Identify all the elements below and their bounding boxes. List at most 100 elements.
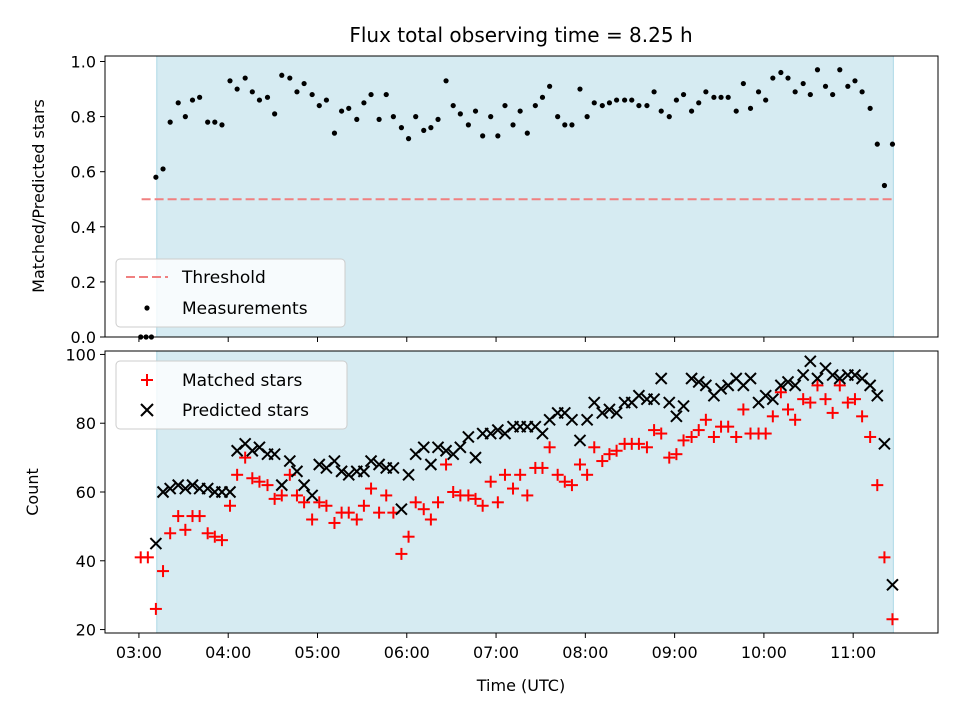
predicted-star-point xyxy=(387,461,400,475)
measurement-point xyxy=(889,141,896,147)
top-y-tick-label: 0.8 xyxy=(71,108,96,127)
measurement-point xyxy=(763,97,769,103)
predicted-star-point xyxy=(342,468,355,482)
predicted-star-point xyxy=(439,444,453,457)
measurement-point xyxy=(577,86,583,92)
measurement-point xyxy=(323,97,330,103)
matched-star-point xyxy=(440,458,453,471)
bottom-y-tick-label: 20 xyxy=(76,621,96,640)
bottom-y-tick-label: 100 xyxy=(65,345,96,364)
measurement-point xyxy=(472,108,479,114)
predicted-star-point xyxy=(610,406,623,420)
predicted-star-point xyxy=(759,389,772,402)
matched-star-point xyxy=(774,386,787,399)
predicted-star-point xyxy=(766,392,780,406)
predicted-star-point xyxy=(863,379,877,392)
matched-star-point xyxy=(484,475,497,488)
matched-star-point xyxy=(149,602,162,615)
measurement-point xyxy=(658,108,664,114)
measurement-point xyxy=(398,125,405,131)
bottom-legend-matched-swatch xyxy=(141,374,153,386)
predicted-star-point xyxy=(357,465,371,478)
measurement-point xyxy=(160,166,166,172)
predicted-star-point xyxy=(878,437,891,451)
measurement-point xyxy=(524,130,530,136)
matched-star-point xyxy=(172,510,185,523)
measurement-point xyxy=(517,108,523,114)
top-y-tick-label: 0.6 xyxy=(71,163,96,182)
matched-star-point xyxy=(565,479,578,492)
measurement-point xyxy=(435,116,441,122)
matched-star-point xyxy=(878,551,891,564)
measurement-point xyxy=(770,75,776,81)
matched-star-point xyxy=(707,430,720,443)
bottom-x-tick-label: 07:00 xyxy=(473,643,519,662)
matched-star-point xyxy=(551,468,564,481)
measurement-point xyxy=(272,111,278,117)
predicted-star-point xyxy=(335,465,348,478)
bottom-legend-matched-label: Matched stars xyxy=(182,371,302,391)
top-legend-box xyxy=(115,258,346,328)
measurement-point xyxy=(837,67,843,73)
matched-star-point xyxy=(685,430,698,443)
matched-star-point xyxy=(141,551,154,564)
predicted-star-point xyxy=(283,454,297,468)
predicted-star-point xyxy=(223,485,237,499)
predicted-star-point xyxy=(246,444,259,457)
top-y-tick-label: 0.0 xyxy=(71,328,96,347)
predicted-star-point xyxy=(402,468,415,482)
measurement-point xyxy=(197,94,203,100)
measurement-point xyxy=(465,122,471,128)
predicted-star-point xyxy=(647,392,661,406)
predicted-star-point xyxy=(454,441,467,454)
predicted-star-point xyxy=(804,355,817,368)
predicted-star-point xyxy=(469,451,482,464)
top-measurement-points xyxy=(138,67,896,340)
measurement-point xyxy=(413,114,419,120)
bottom-matched-points xyxy=(134,379,899,626)
predicted-star-point xyxy=(163,482,177,495)
matched-star-point xyxy=(864,430,877,443)
measurement-point xyxy=(480,133,486,139)
predicted-star-point xyxy=(603,403,616,416)
measurement-point xyxy=(800,80,806,87)
measurement-point xyxy=(390,114,396,120)
measurement-point xyxy=(881,182,888,189)
measurement-point xyxy=(680,91,687,98)
predicted-star-point xyxy=(268,447,281,461)
measurement-point xyxy=(287,75,293,81)
matched-star-point xyxy=(320,499,333,512)
matched-star-point xyxy=(759,427,772,440)
matched-star-point xyxy=(409,496,422,509)
matched-star-point xyxy=(469,492,482,505)
matched-star-point xyxy=(841,396,854,409)
matched-star-point xyxy=(164,527,177,540)
matched-star-point xyxy=(640,441,653,454)
measurement-point xyxy=(606,100,613,106)
measurement-point xyxy=(510,122,516,128)
matched-star-point xyxy=(886,613,899,626)
matched-star-point xyxy=(789,413,802,426)
matched-star-point xyxy=(588,441,601,454)
predicted-star-point xyxy=(305,489,319,502)
measurement-point xyxy=(591,100,597,106)
matched-star-point xyxy=(558,475,571,488)
predicted-star-point xyxy=(179,482,192,495)
matched-star-point xyxy=(231,468,244,481)
top-tick-layer: 0.0 0.2 0.4 0.6 0.8 1.0 xyxy=(71,53,854,347)
predicted-star-point xyxy=(417,441,430,454)
matched-star-point xyxy=(730,430,743,443)
predicted-star-point xyxy=(462,430,475,444)
bottom-x-axis-label: Time (UTC) xyxy=(476,676,565,695)
measurement-point xyxy=(629,97,635,103)
matched-star-point xyxy=(491,496,504,509)
matched-star-point xyxy=(223,499,236,512)
measurement-point xyxy=(584,114,590,120)
matched-star-point xyxy=(342,506,355,519)
matched-star-point xyxy=(521,489,534,502)
predicted-star-point xyxy=(573,434,587,447)
measurement-point xyxy=(457,111,463,117)
measurement-point xyxy=(852,78,858,84)
bottom-y-tick-label: 80 xyxy=(76,414,96,433)
top-legend: Threshold Measurements xyxy=(115,258,346,328)
